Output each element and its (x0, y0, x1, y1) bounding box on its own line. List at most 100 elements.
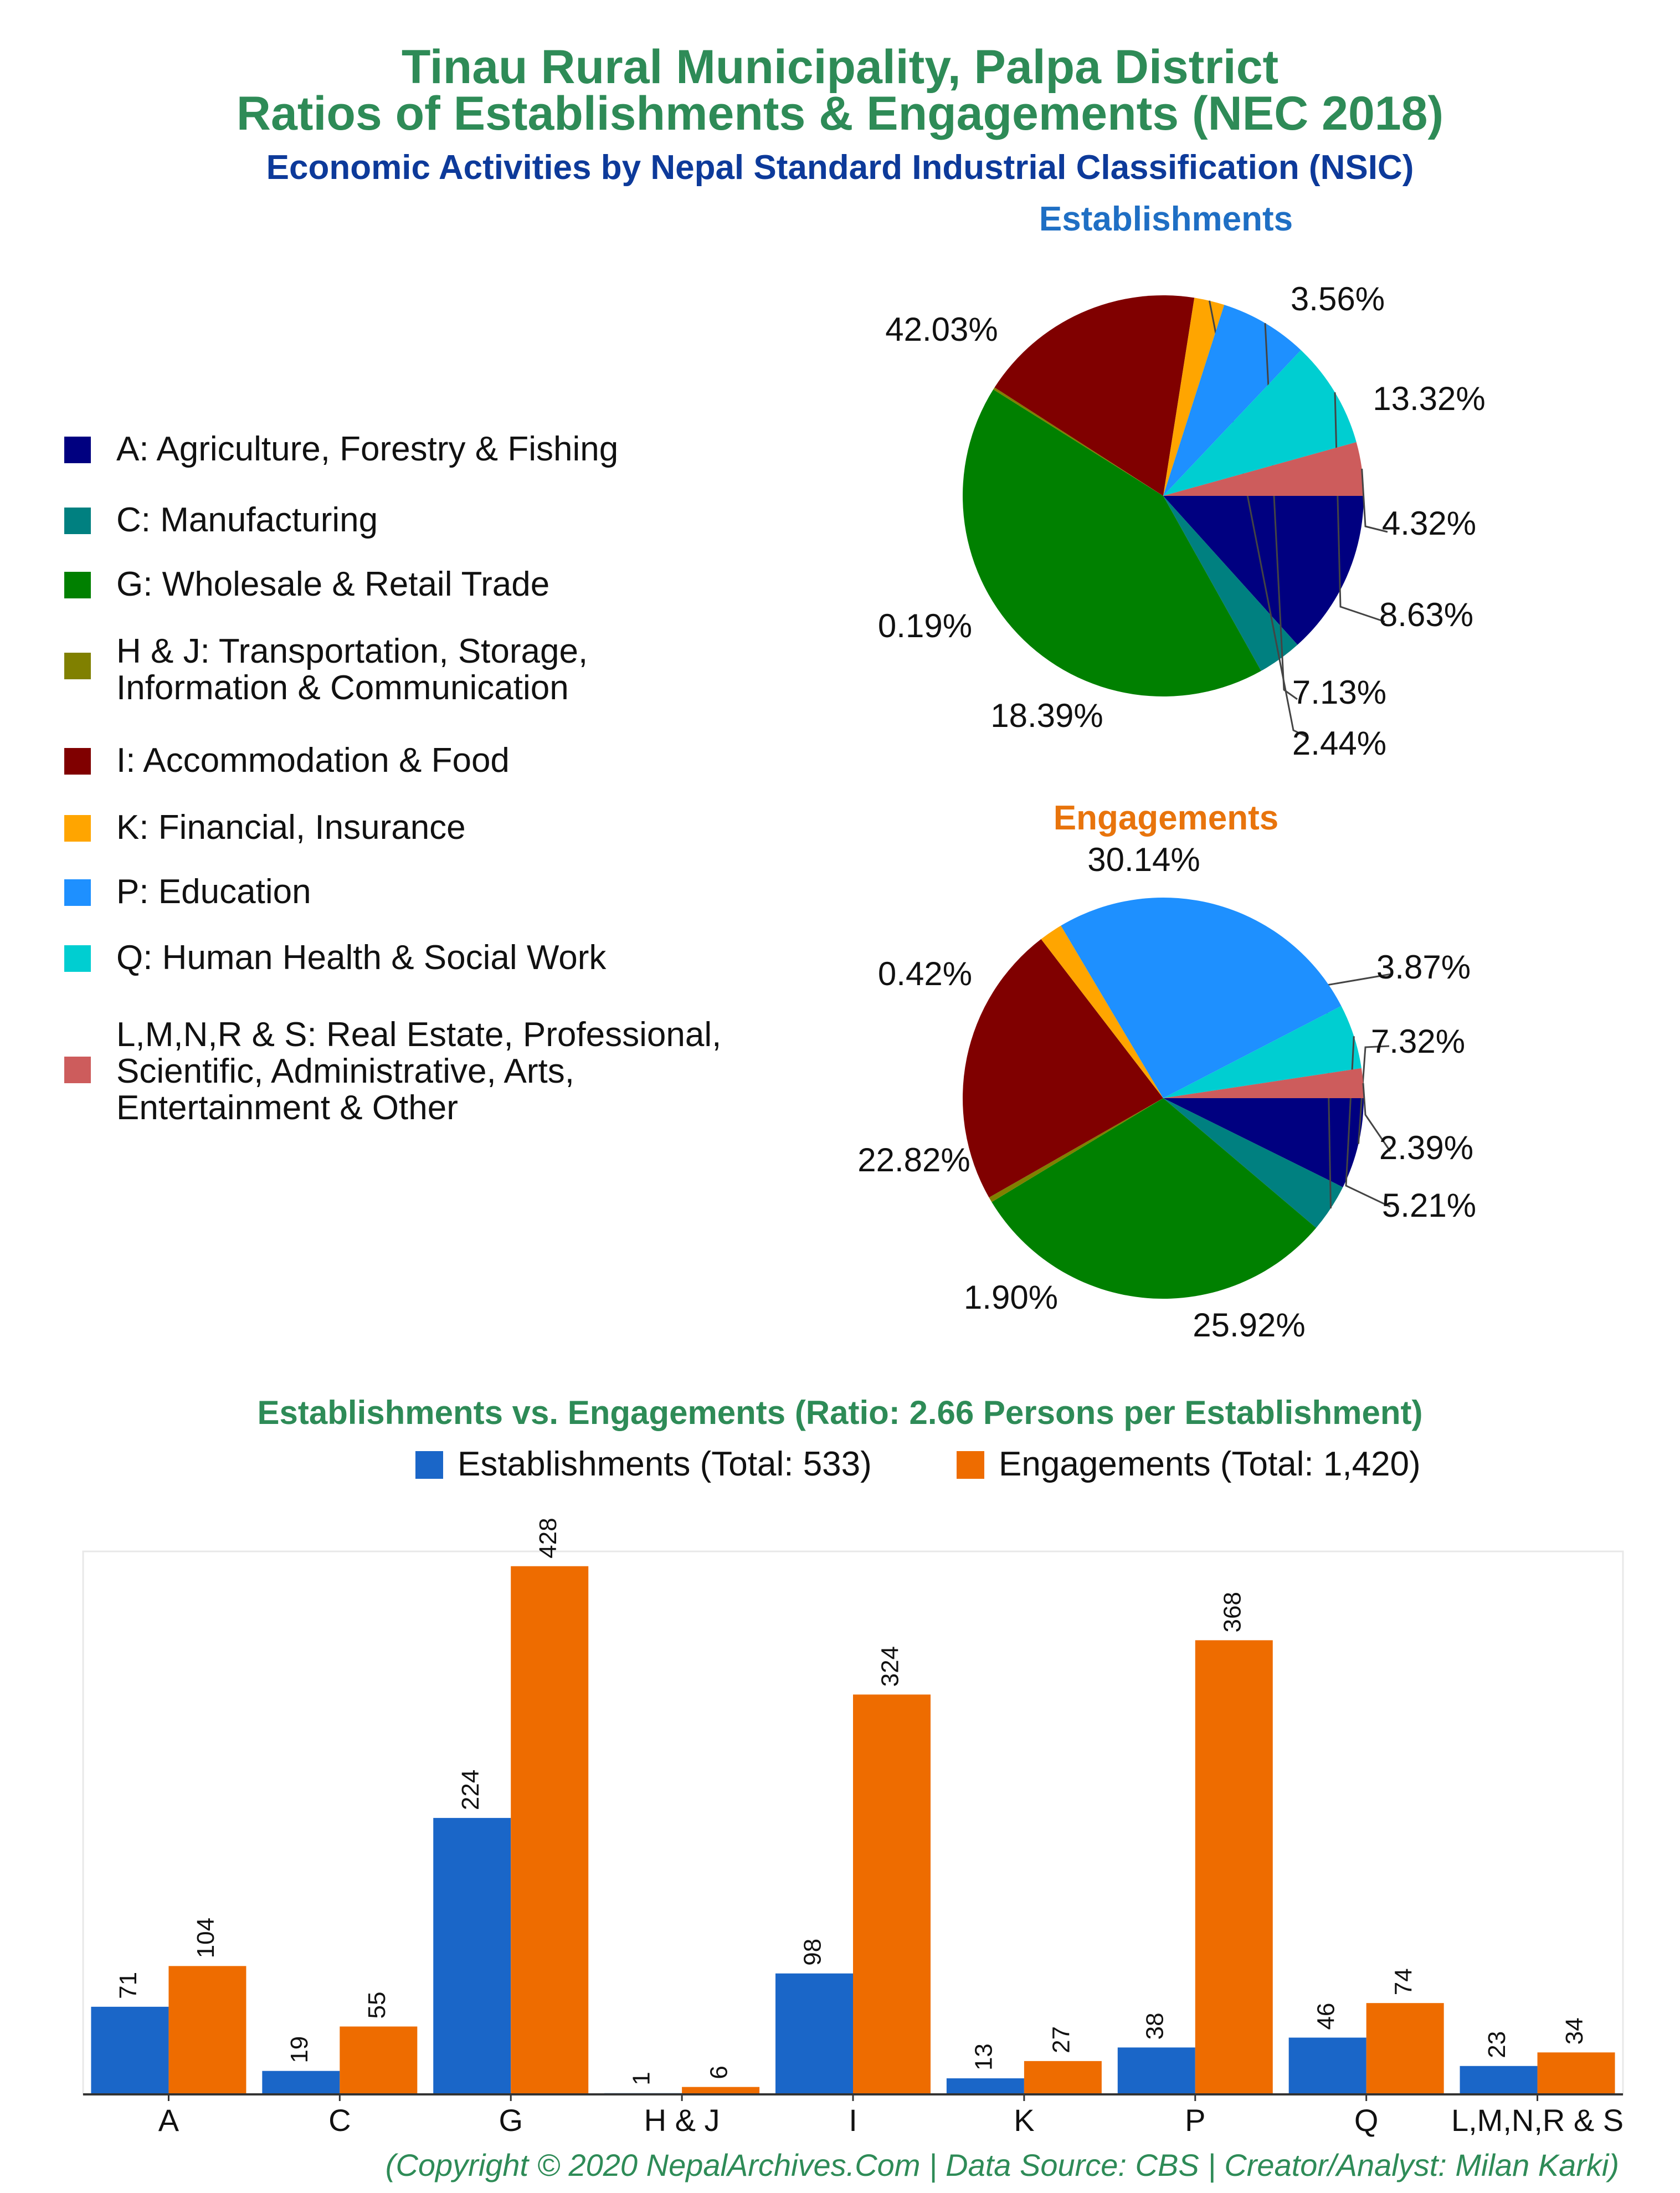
bar-engagements (1366, 2003, 1444, 2094)
establishments-percent-label: 4.32% (1382, 505, 1476, 542)
engagements-slice-a (1163, 1098, 1364, 1187)
establishments-percent-label: 7.13% (1292, 674, 1386, 711)
bar-legend-swatch-establishments (415, 1451, 443, 1479)
bar-establishments (1117, 2047, 1195, 2094)
establishments-slice-c (1163, 496, 1298, 671)
establishments-percent-label: 13.32% (1373, 380, 1486, 417)
bar-legend-label-engagements: Engagements (Total: 1,420) (999, 1445, 1421, 1483)
bar-value-label-engagements: 368 (1219, 1592, 1246, 1632)
engagements-percent-label: 1.90% (964, 1279, 1058, 1316)
legend-label-g: G: Wholesale & Retail Trade (116, 565, 550, 603)
bar-establishments (433, 1818, 511, 2094)
engagements-slice-hj (989, 1098, 1163, 1202)
establishments-percent-label: 8.63% (1379, 596, 1473, 633)
bar-value-label-engagements: 324 (877, 1646, 904, 1687)
legend-label-k: K: Financial, Insurance (116, 808, 466, 847)
bar-legend-engagements: Engagements (Total: 1,420) (957, 1447, 1421, 1482)
legend-swatch-lmnrs (64, 1057, 91, 1083)
engagements-slice-p (1061, 898, 1342, 1098)
bar-establishments (946, 2078, 1024, 2094)
engagements-percent-label: 22.82% (857, 1141, 970, 1179)
engagements-percent-label: 30.14% (1087, 841, 1200, 878)
x-tick-label: K (1014, 2103, 1034, 2138)
legend-label-i: I: Accommodation & Food (116, 741, 510, 780)
bar-engagements (168, 1966, 246, 2094)
legend-label-lmnrs-line2: Scientific, Administrative, Arts, (116, 1052, 574, 1090)
x-tick-label: P (1185, 2103, 1205, 2138)
legend-label-p: P: Education (116, 873, 311, 911)
bar-value-label-establishments: 38 (1141, 2012, 1168, 2040)
establishments-slice-hj (993, 387, 1163, 496)
x-tick-label: C (328, 2103, 351, 2138)
establishments-slice-lmnrs (1163, 442, 1364, 496)
bar-value-label-engagements: 104 (192, 1918, 219, 1958)
establishments-slice-i (994, 295, 1195, 496)
legend-label-hj-line1: H & J: Transportation, Storage, (116, 632, 588, 670)
legend-label-a: A: Agriculture, Forestry & Fishing (116, 430, 619, 468)
x-tick-label: L,M,N,R & S (1451, 2103, 1624, 2138)
bar-value-label-establishments: 13 (970, 2043, 998, 2071)
establishments-slice-q (1163, 350, 1357, 496)
engagements-slice-c (1163, 1098, 1343, 1228)
bar-value-label-establishments: 71 (115, 1972, 142, 1999)
engagements-percent-label: 0.42% (878, 955, 972, 992)
engagements-slice-q (1163, 1006, 1362, 1098)
establishments-percent-label: 2.44% (1292, 725, 1386, 762)
bar-engagements (1195, 1640, 1273, 2094)
engagements-percent-label: 5.21% (1382, 1187, 1476, 1224)
chart-title-line1: Tinau Rural Municipality, Palpa District (401, 40, 1279, 94)
establishments-slice-g (962, 389, 1261, 697)
engagements-percent-label: 7.32% (1371, 1023, 1465, 1060)
engagements-leader-line (1357, 1045, 1390, 1144)
bar-engagements (340, 2026, 418, 2094)
bar-value-label-establishments: 224 (457, 1770, 484, 1810)
engagements-slice-i (963, 939, 1163, 1198)
chart-title-line2: Ratios of Establishments & Engagements (… (236, 87, 1444, 140)
bar-establishments (1288, 2037, 1366, 2094)
legend-label-hj-line2: Information & Communication (116, 669, 569, 707)
establishments-percent-label: 42.03% (885, 311, 998, 348)
legend-swatch-g (64, 572, 91, 598)
legend-label-lmnrs-line1: L,M,N,R & S: Real Estate, Professional, (116, 1016, 722, 1054)
establishments-slice-k (1163, 298, 1225, 496)
bar-legend-establishments: Establishments (Total: 533) (415, 1447, 872, 1482)
bar-value-label-establishments: 46 (1312, 2003, 1339, 2030)
legend-swatch-p (64, 879, 91, 906)
bar-value-label-engagements: 27 (1048, 2026, 1075, 2053)
establishments-percent-label: 0.19% (878, 607, 972, 644)
bar-establishments (1460, 2066, 1538, 2094)
bar-value-label-establishments: 19 (286, 2036, 313, 2063)
bar-value-label-engagements: 74 (1390, 1968, 1417, 1995)
bar-value-label-engagements: 55 (363, 1992, 391, 2019)
x-tick-label: H & J (644, 2103, 720, 2138)
establishments-leader-line (1361, 468, 1388, 533)
x-tick-label: A (158, 2103, 179, 2138)
legend-swatch-i (64, 748, 91, 775)
bar-engagements (1537, 2052, 1615, 2094)
bar-legend-swatch-engagements (957, 1451, 984, 1479)
bar-value-label-engagements: 34 (1561, 2017, 1588, 2045)
legend-swatch-q (64, 945, 91, 972)
bar-value-label-establishments: 98 (799, 1939, 826, 1966)
legend-swatch-hj (64, 653, 91, 679)
legend-swatch-a (64, 437, 91, 463)
legend-swatch-k (64, 815, 91, 842)
engagements-percent-label: 3.87% (1376, 949, 1471, 986)
chart-subtitle: Economic Activities by Nepal Standard In… (266, 148, 1414, 187)
legend-label-lmnrs-line3: Entertainment & Other (116, 1089, 458, 1127)
establishments-slice-a (1163, 496, 1364, 645)
bar-engagements (682, 2087, 760, 2094)
x-tick-label: I (849, 2103, 857, 2138)
x-tick-label: Q (1354, 2103, 1379, 2138)
bar-value-label-establishments: 23 (1483, 2031, 1511, 2058)
bar-establishments (91, 2006, 169, 2094)
legend-swatch-c (64, 508, 91, 534)
bar-engagements (1024, 2061, 1102, 2094)
footer-copyright: (Copyright © 2020 NepalArchives.Com | Da… (385, 2148, 1619, 2182)
bar-establishments (262, 2071, 340, 2094)
x-tick-label: G (499, 2103, 523, 2138)
establishments-percent-label: 3.56% (1291, 280, 1385, 317)
establishments-pie-title: Establishments (1039, 200, 1293, 238)
engagements-leader-line (1362, 1083, 1391, 1152)
legend-label-q: Q: Human Health & Social Work (116, 939, 607, 977)
